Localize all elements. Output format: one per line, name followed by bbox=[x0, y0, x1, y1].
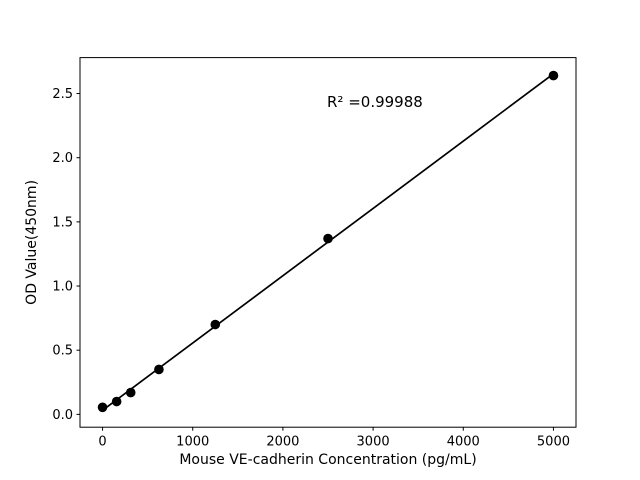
data-point bbox=[154, 364, 164, 375]
data-point bbox=[323, 233, 333, 244]
x-tick-label: 3000 bbox=[357, 435, 390, 450]
y-tick-label: 0.0 bbox=[52, 408, 73, 423]
plot-border bbox=[79, 57, 577, 428]
y-tick-label: 1.0 bbox=[52, 280, 73, 295]
r-squared-annotation: R² =0.99988 bbox=[327, 93, 423, 111]
data-point bbox=[210, 319, 221, 330]
x-axis-label: Mouse VE-cadherin Concentration (pg/mL) bbox=[179, 452, 476, 468]
y-tick-label: 0.5 bbox=[52, 344, 73, 359]
y-tick-label: 2.5 bbox=[52, 87, 73, 102]
x-tick-label: 2000 bbox=[266, 435, 299, 450]
x-tick-label: 5000 bbox=[537, 435, 570, 450]
data-point bbox=[111, 396, 122, 407]
y-tick-label: 1.5 bbox=[52, 215, 73, 230]
x-tick-label: 4000 bbox=[447, 435, 480, 450]
data-point bbox=[97, 402, 108, 413]
x-tick-label: 0 bbox=[98, 435, 106, 450]
data-point bbox=[125, 387, 136, 398]
data-point bbox=[548, 70, 559, 81]
plot-area: 0 1000 2000 3000 4000 5000 0.0 0.5 1.0 1.5 2.0 2.5 bbox=[52, 70, 570, 450]
y-axis-label: OD Value(450nm) bbox=[24, 180, 40, 305]
x-tick-label: 1000 bbox=[176, 435, 209, 450]
y-tick-label: 2.0 bbox=[52, 151, 73, 166]
